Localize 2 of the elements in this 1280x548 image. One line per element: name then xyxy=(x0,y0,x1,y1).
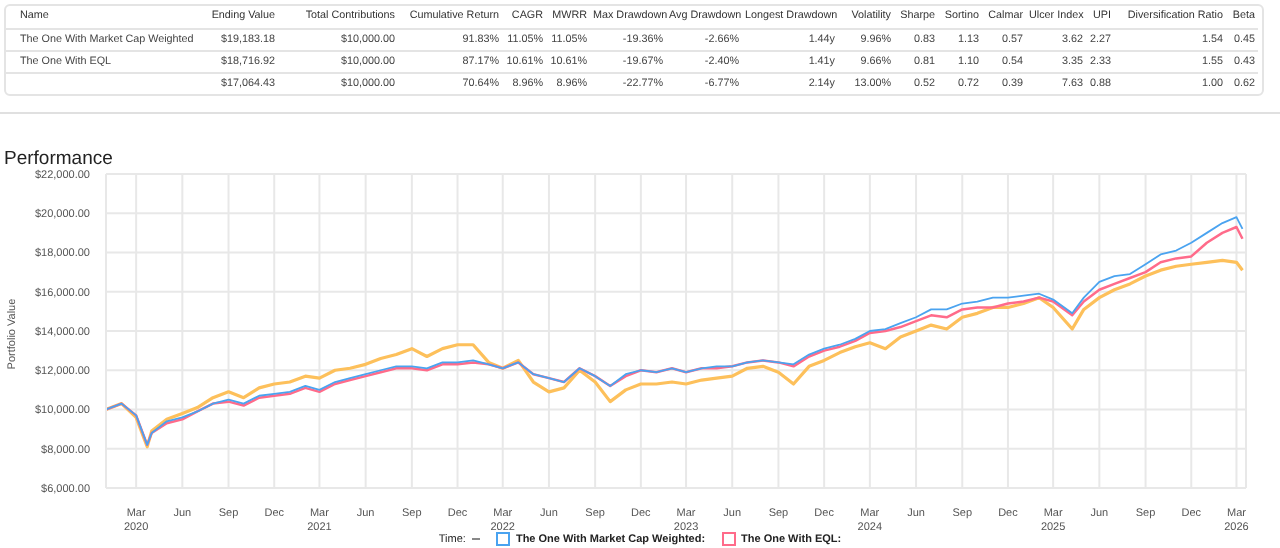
chart-title: Performance xyxy=(4,148,113,170)
line-series xyxy=(106,258,1245,449)
